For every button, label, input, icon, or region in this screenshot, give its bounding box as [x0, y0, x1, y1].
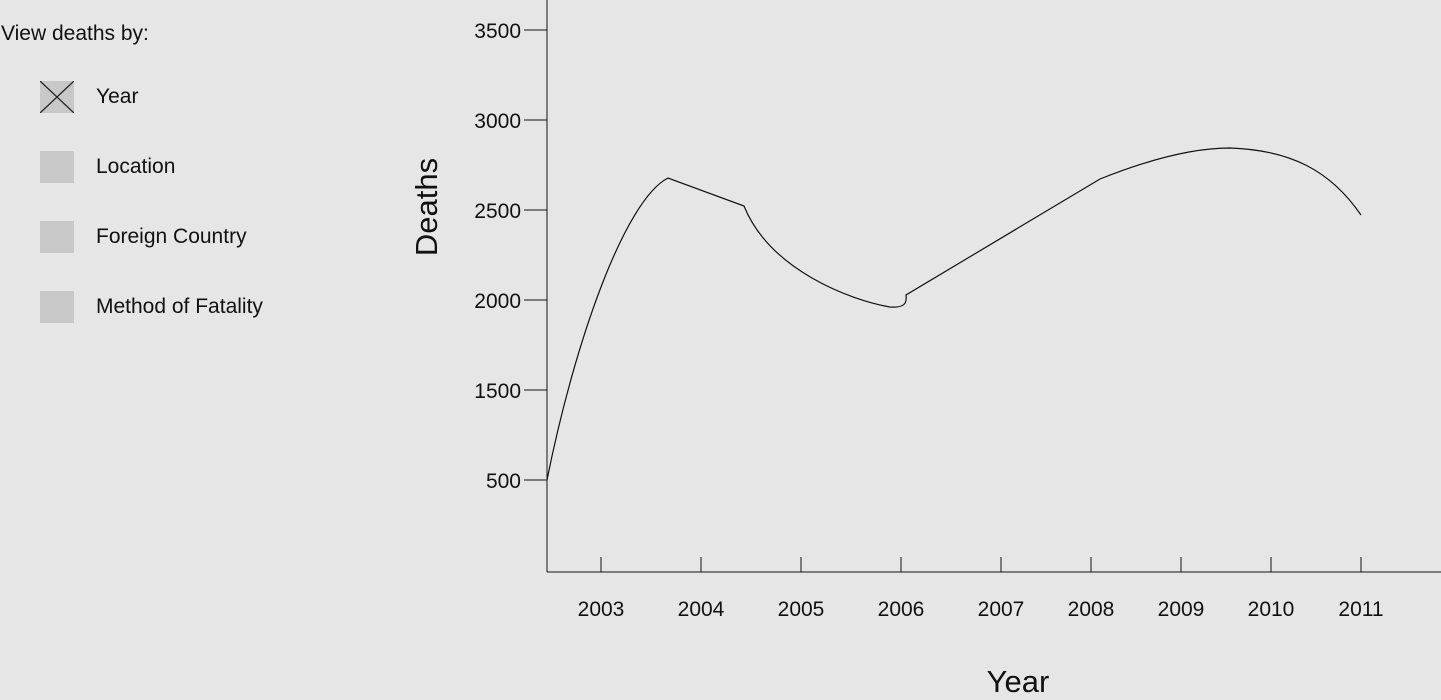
series-line [546, 147, 1362, 481]
option-year[interactable]: Year [40, 80, 138, 114]
x-ticks: 2003 2004 2005 2006 2007 2008 2009 2010 2011 [578, 557, 1384, 621]
chart-area: 500 1500 2000 2500 3000 3500 2003 2004 2005 2006… [400, 0, 1441, 699]
x-tick-label: 2005 [778, 598, 825, 621]
x-tick-label: 2007 [978, 598, 1025, 621]
option-label: Foreign Country [96, 225, 247, 248]
y-tick-label: 2000 [474, 290, 521, 313]
sidebar-title: View deaths by: [1, 22, 149, 45]
foreign-country-checkbox[interactable] [40, 221, 74, 253]
option-label: Method of Fatality [96, 295, 263, 318]
option-label: Year [96, 85, 139, 108]
x-tick-label: 2008 [1068, 598, 1115, 621]
option-label: Location [96, 155, 176, 178]
y-ticks: 500 1500 2000 2500 3000 3500 [474, 20, 547, 493]
x-tick-label: 2006 [878, 598, 925, 621]
year-checkbox[interactable] [40, 81, 74, 113]
x-tick-label: 2010 [1248, 598, 1295, 621]
option-method-of-fatality[interactable]: Method of Fatality [40, 290, 263, 324]
y-tick-label: 2500 [474, 200, 521, 223]
x-tick-label: 2003 [578, 598, 625, 621]
y-tick-label: 500 [486, 470, 521, 493]
x-tick-label: 2004 [678, 598, 725, 621]
y-tick-label: 1500 [474, 380, 521, 403]
option-location[interactable]: Location [40, 150, 175, 184]
method-of-fatality-checkbox[interactable] [40, 291, 74, 323]
x-tick-label: 2009 [1158, 598, 1205, 621]
location-checkbox[interactable] [40, 151, 74, 183]
x-tick-label: 2011 [1338, 598, 1383, 621]
y-tick-label: 3000 [474, 110, 521, 133]
x-axis-label: Year [987, 664, 1050, 695]
deaths-line-chart: 500 1500 2000 2500 3000 3500 2003 2004 2005 2006… [409, 0, 1441, 699]
checkmark-x-icon [40, 81, 74, 113]
y-axis-label: Deaths [409, 158, 444, 256]
y-tick-label: 3500 [474, 20, 521, 43]
sidebar: View deaths by: Year Location Foreign Co… [0, 0, 400, 695]
option-foreign-country[interactable]: Foreign Country [40, 220, 247, 254]
